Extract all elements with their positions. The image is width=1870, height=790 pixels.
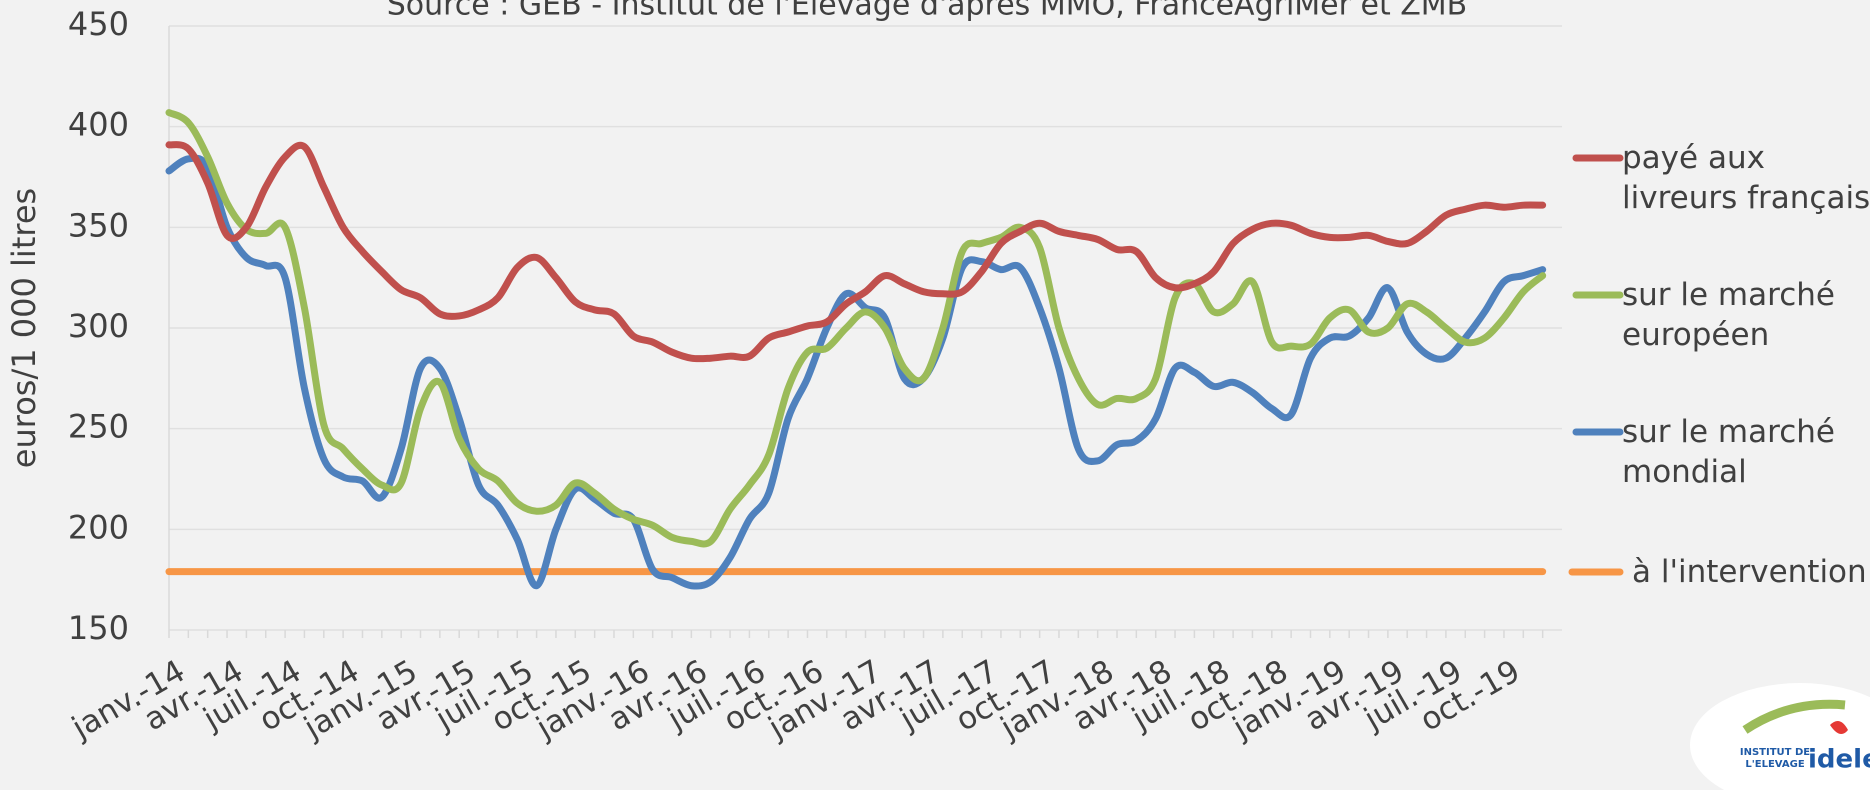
logo-line2: L'ELEVAGE (1745, 759, 1804, 770)
logo-line1: INSTITUT DE (1740, 747, 1810, 758)
legend-label: payé aux livreurs français (1622, 140, 1870, 216)
series-line (165, 109, 1547, 548)
y-tick-label: 250 (68, 408, 129, 446)
legend-label: à l'intervention (1632, 554, 1867, 590)
logo-brand: idele (1808, 745, 1870, 775)
y-axis-label: euros/1 000 litres (5, 188, 43, 468)
y-tick-label: 200 (68, 508, 129, 546)
y-tick-label: 150 (68, 609, 129, 647)
y-tick-label: 300 (68, 307, 129, 345)
series-line (165, 141, 1547, 363)
legend-label: sur le marché européen (1622, 277, 1835, 353)
series-line (165, 154, 1547, 590)
y-tick-label: 400 (68, 106, 129, 144)
y-tick-label: 450 (68, 5, 129, 43)
logo-drop (1830, 721, 1848, 734)
legend-label: sur le marché mondial (1622, 414, 1835, 490)
y-tick-label: 350 (68, 206, 129, 244)
logo-swoosh (1742, 699, 1846, 734)
chart-subtitle: Source : GEB - Institut de l'Elevage d'a… (387, 0, 1468, 23)
logo-background (1690, 683, 1870, 790)
